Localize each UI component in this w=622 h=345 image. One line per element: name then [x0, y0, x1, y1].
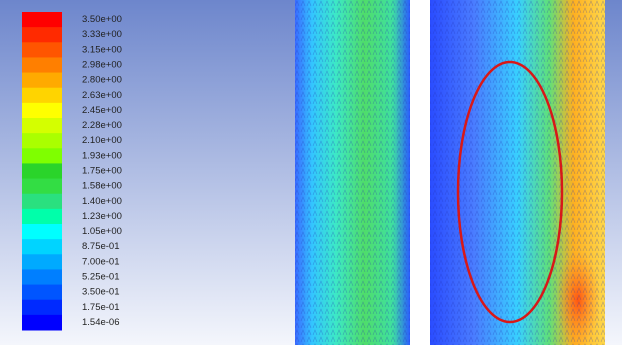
legend-label: 3.33e+00 [82, 29, 122, 40]
legend-label: 2.98e+00 [82, 60, 122, 71]
legend-label: 1.54e-06 [82, 317, 120, 328]
legend-label: 1.58e+00 [82, 181, 122, 192]
legend-label: 2.45e+00 [82, 105, 122, 116]
legend-label: 3.15e+00 [82, 44, 122, 55]
legend-swatch [22, 88, 62, 104]
legend-label: 5.25e-01 [82, 272, 120, 283]
legend-label: 1.23e+00 [82, 211, 122, 222]
cfd-screenshot: 3.50e+00 3.33e+00 3.15e+00 2.98e+00 2.80e+00… [0, 0, 622, 345]
legend-label: 7.00e-01 [82, 256, 120, 267]
legend-swatch [22, 73, 62, 89]
legend-swatch [22, 179, 62, 195]
legend-swatch [22, 254, 62, 270]
legend-swatch [22, 269, 62, 285]
gap [410, 0, 430, 345]
legend-label: 3.50e+00 [82, 14, 122, 25]
legend-label: 1.75e+00 [82, 166, 122, 177]
legend-swatch [22, 42, 62, 58]
legend-swatch [22, 27, 62, 43]
legend-label: 2.80e+00 [82, 75, 122, 86]
legend-label: 3.50e-01 [82, 287, 120, 298]
legend-swatch [22, 57, 62, 73]
legend-label: 2.10e+00 [82, 135, 122, 146]
legend-swatch [22, 239, 62, 255]
legend-swatch [22, 163, 62, 179]
legend-swatch [22, 133, 62, 149]
legend-swatch [22, 315, 62, 331]
legend-swatch [22, 300, 62, 316]
legend-label: 1.93e+00 [82, 150, 122, 161]
legend-swatch [22, 12, 62, 28]
legend-swatch [22, 209, 62, 225]
legend-label: 1.40e+00 [82, 196, 122, 207]
legend-label: 2.63e+00 [82, 90, 122, 101]
legend-swatch [22, 103, 62, 119]
legend-label: 2.28e+00 [82, 120, 122, 131]
legend-swatch [22, 224, 62, 240]
left-vectors [295, 0, 410, 345]
legend-swatch [22, 118, 62, 134]
right-vectors [430, 0, 605, 345]
legend-label: 8.75e-01 [82, 241, 120, 252]
legend-swatch [22, 285, 62, 301]
legend-swatch [22, 194, 62, 210]
legend-label: 1.05e+00 [82, 226, 122, 237]
legend-swatch [22, 148, 62, 164]
legend-label: 1.75e-01 [82, 302, 120, 313]
